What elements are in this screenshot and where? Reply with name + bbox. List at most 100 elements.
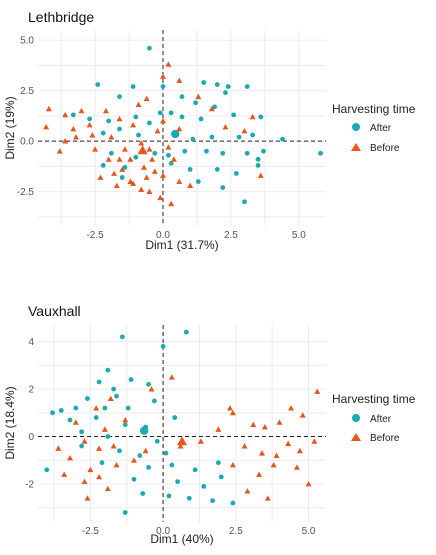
data-point-before	[244, 488, 251, 494]
data-point-after	[85, 396, 90, 401]
data-point-before	[96, 445, 103, 451]
data-point-before	[127, 156, 134, 162]
y-tick-label: 4	[28, 337, 34, 348]
data-point-after	[93, 415, 99, 420]
data-point-after	[201, 80, 207, 85]
plot-area	[38, 30, 326, 226]
data-point-after	[242, 199, 247, 205]
data-point-after	[133, 114, 139, 120]
data-point-after	[214, 82, 220, 87]
data-point-before	[72, 419, 79, 425]
data-point-after	[280, 136, 285, 142]
data-point-after	[179, 94, 185, 100]
legend-title: Harvesting time	[332, 102, 416, 116]
y-axis-label: Dim2 (19%)	[3, 96, 17, 159]
data-point-after	[140, 491, 146, 496]
data-point-after	[230, 500, 236, 506]
data-point-after	[73, 405, 79, 411]
data-point-after	[119, 175, 125, 180]
data-point-before	[146, 188, 153, 195]
data-point-before	[62, 111, 69, 118]
data-point-after	[160, 343, 166, 349]
data-point-before	[92, 146, 99, 152]
data-point-after	[160, 84, 166, 89]
data-point-after	[154, 438, 160, 444]
data-point-after	[122, 510, 128, 515]
data-point-after	[137, 453, 143, 458]
data-point-after	[244, 84, 250, 89]
centroid-after	[171, 129, 180, 139]
data-point-before	[61, 471, 68, 477]
data-point-after	[255, 156, 261, 162]
y-axis-label: Dim2 (18.4%)	[3, 386, 17, 459]
legend-after-swatch	[352, 123, 360, 131]
data-point-before	[142, 447, 149, 454]
data-point-before	[127, 178, 134, 184]
data-point-after	[136, 132, 141, 138]
x-tick-label: 0.0	[156, 526, 170, 537]
data-point-after	[190, 136, 196, 142]
data-point-after	[95, 82, 101, 87]
data-point-before	[311, 438, 318, 444]
x-axis-label: Dim1 (40%)	[150, 532, 213, 546]
data-point-before	[107, 395, 114, 401]
data-point-before	[86, 121, 93, 128]
chart-title: Lethbridge	[28, 9, 94, 25]
data-point-before	[105, 156, 112, 162]
data-point-before	[177, 443, 184, 449]
data-point-after	[231, 112, 237, 118]
data-point-before	[241, 128, 248, 134]
x-tick-label: 2.5	[229, 526, 243, 537]
data-point-before	[104, 485, 111, 492]
data-point-before	[168, 200, 175, 207]
data-point-before	[314, 388, 321, 394]
data-point-after	[50, 410, 55, 416]
data-point-before	[250, 421, 257, 428]
data-point-before	[195, 93, 202, 100]
data-point-after	[79, 443, 85, 449]
data-point-after	[122, 422, 128, 428]
x-tick-label: -2.5	[82, 526, 100, 537]
data-point-after	[220, 150, 226, 156]
data-point-before	[249, 113, 256, 120]
data-point-before	[149, 156, 156, 162]
centroid-after	[139, 426, 149, 435]
data-point-before	[81, 438, 88, 444]
data-point-before	[56, 148, 63, 154]
data-point-after	[182, 148, 188, 154]
y-tick-label: 2.5	[20, 86, 34, 97]
data-point-before	[227, 405, 233, 411]
data-point-before	[276, 419, 283, 425]
x-tick-label: 5.0	[302, 526, 316, 537]
plot-area	[38, 325, 326, 522]
data-point-after	[166, 152, 171, 158]
data-point-after	[67, 417, 73, 423]
data-point-after	[318, 150, 323, 156]
legend-before-label: Before	[370, 433, 400, 444]
data-point-after	[201, 483, 207, 489]
data-point-before	[288, 405, 295, 411]
data-point-after	[179, 114, 185, 120]
data-point-after	[106, 118, 112, 124]
data-point-after	[172, 415, 178, 420]
data-point-after	[146, 381, 151, 387]
data-point-after	[100, 162, 106, 168]
data-point-before	[159, 172, 166, 178]
data-point-after	[105, 367, 111, 373]
data-point-after	[215, 460, 221, 466]
data-point-after	[192, 467, 198, 473]
data-point-before	[135, 101, 142, 108]
data-point-before	[157, 194, 164, 201]
data-point-after	[87, 116, 93, 122]
data-point-after	[146, 465, 151, 470]
data-point-before	[168, 374, 175, 380]
data-point-before	[55, 445, 62, 451]
data-point-after	[114, 393, 119, 399]
data-point-before	[241, 443, 248, 449]
data-point-after	[99, 460, 105, 466]
data-point-after	[218, 474, 224, 480]
data-point-after	[168, 110, 174, 116]
data-point-after	[108, 150, 114, 156]
y-tick-label: 0	[28, 432, 34, 443]
panel-lethbridge: Lethbridge -2.5 0.0 2.5 5.0 5.0 2.5 0.0 -2.5 D…	[3, 9, 416, 252]
